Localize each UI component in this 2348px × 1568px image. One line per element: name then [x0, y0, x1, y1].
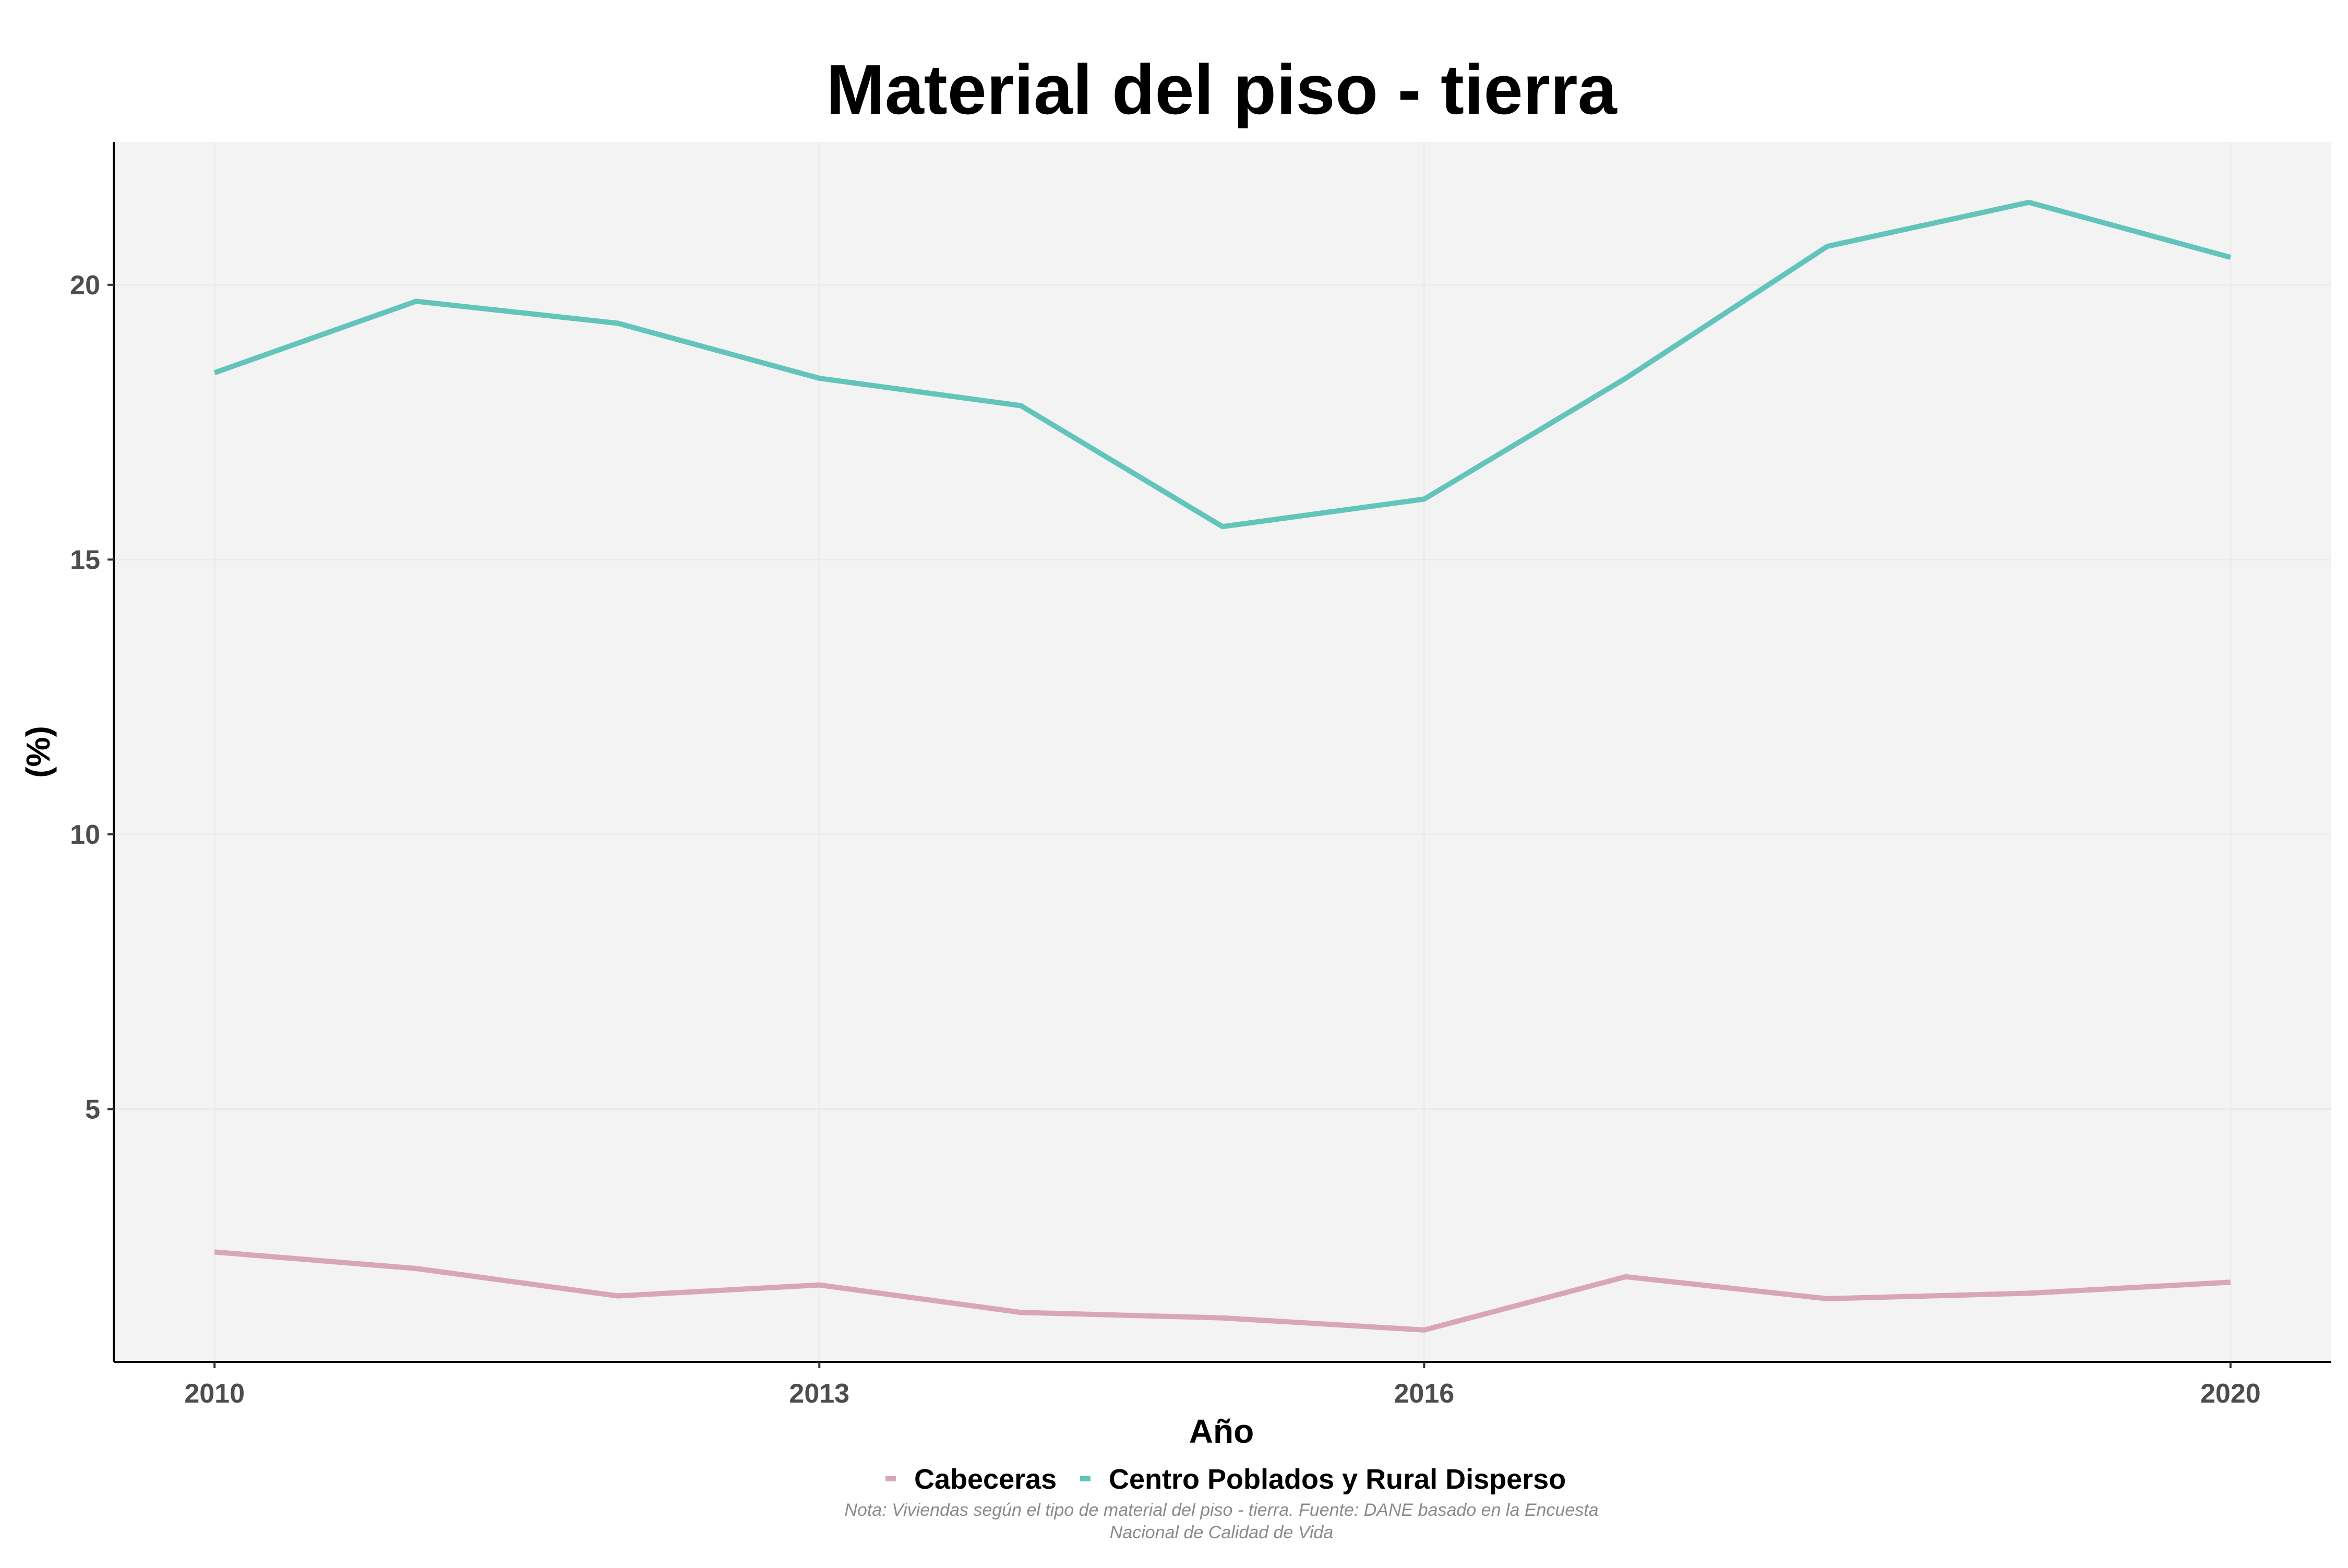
y-tick-label: 15 — [70, 545, 100, 575]
legend-label-rural: Centro Poblados y Rural Disperso — [1109, 1464, 1566, 1495]
series-lines — [213, 199, 2232, 1333]
x-tick-label: 2010 — [184, 1379, 245, 1409]
x-tick-label: 2016 — [1394, 1379, 1455, 1409]
y-axis-title: (%) — [19, 726, 57, 778]
x-tick-label: 2020 — [2200, 1379, 2261, 1409]
legend-label-cabeceras: Cabeceras — [914, 1464, 1057, 1495]
y-tick-label: 5 — [85, 1095, 100, 1125]
x-tick-label: 2013 — [789, 1379, 849, 1409]
y-axis-ticks: 5 10 15 20 — [70, 270, 114, 1125]
x-axis-title: Año — [1189, 1413, 1254, 1450]
plot-panel — [114, 142, 2331, 1362]
x-axis-ticks: 2010 2013 2016 2020 — [184, 1362, 2261, 1409]
chart-title: Material del piso - tierra — [826, 50, 1617, 129]
legend: Cabeceras Centro Poblados y Rural Disper… — [885, 1464, 1566, 1495]
grid-lines — [114, 142, 2331, 1362]
y-tick-label: 20 — [70, 270, 100, 301]
series-line-centro-poblados-rural — [213, 199, 2232, 530]
chart-note-line-1: Nota: Viviendas según el tipo de materia… — [844, 1500, 1598, 1520]
y-tick-label: 10 — [70, 820, 100, 850]
series-line-cabeceras — [214, 1249, 2231, 1333]
chart-note-line-2: Nacional de Calidad de Vida — [1110, 1523, 1333, 1542]
